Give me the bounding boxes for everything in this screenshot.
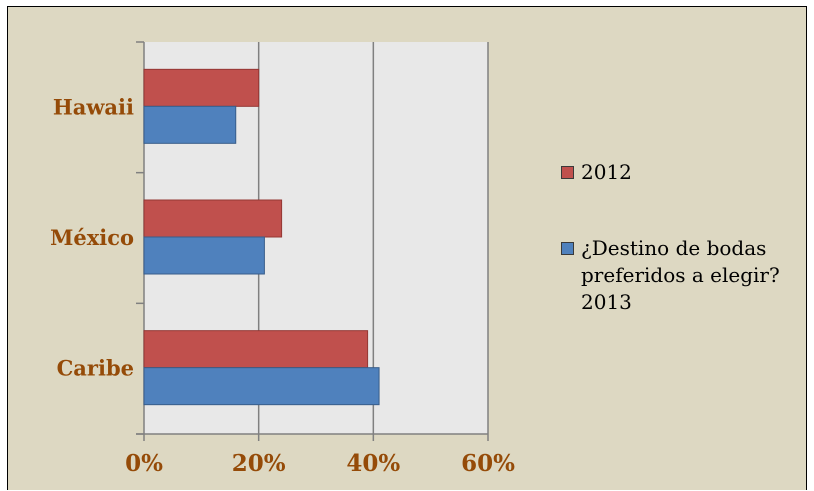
legend-item-2013: ¿Destino de bodas preferidos a elegir? 2… <box>561 235 811 316</box>
category-label-mexico: México <box>50 225 134 250</box>
bar-caribe-2012 <box>143 330 369 369</box>
bar-chart: Hawaii México Caribe 0% 20% 40% 60% <box>50 41 515 477</box>
bar-hawaii-2012 <box>143 68 260 107</box>
category-label-hawaii: Hawaii <box>53 94 134 119</box>
bar-mexico-2013 <box>143 236 265 275</box>
legend-swatch-2013 <box>561 242 574 255</box>
x-tick-label-3: 60% <box>461 450 515 477</box>
category-label-caribe: Caribe <box>57 356 134 381</box>
x-tick-label-0: 0% <box>125 450 163 477</box>
legend: 2012 ¿Destino de bodas preferidos a eleg… <box>561 159 811 316</box>
legend-item-2012: 2012 <box>561 159 811 186</box>
bar-caribe-2013 <box>143 367 380 406</box>
bar-hawaii-2013 <box>143 105 237 144</box>
bar-mexico-2012 <box>143 199 283 238</box>
legend-label-2012: 2012 <box>581 160 632 184</box>
legend-swatch-2012 <box>561 166 574 179</box>
x-tick-label-2: 40% <box>346 450 400 477</box>
legend-label-2013: ¿Destino de bodas preferidos a elegir? 2… <box>581 236 780 314</box>
chart-frame: Hawaii México Caribe 0% 20% 40% 60% 2012 ¿Dest… <box>7 6 807 490</box>
x-tick-label-1: 20% <box>232 450 286 477</box>
